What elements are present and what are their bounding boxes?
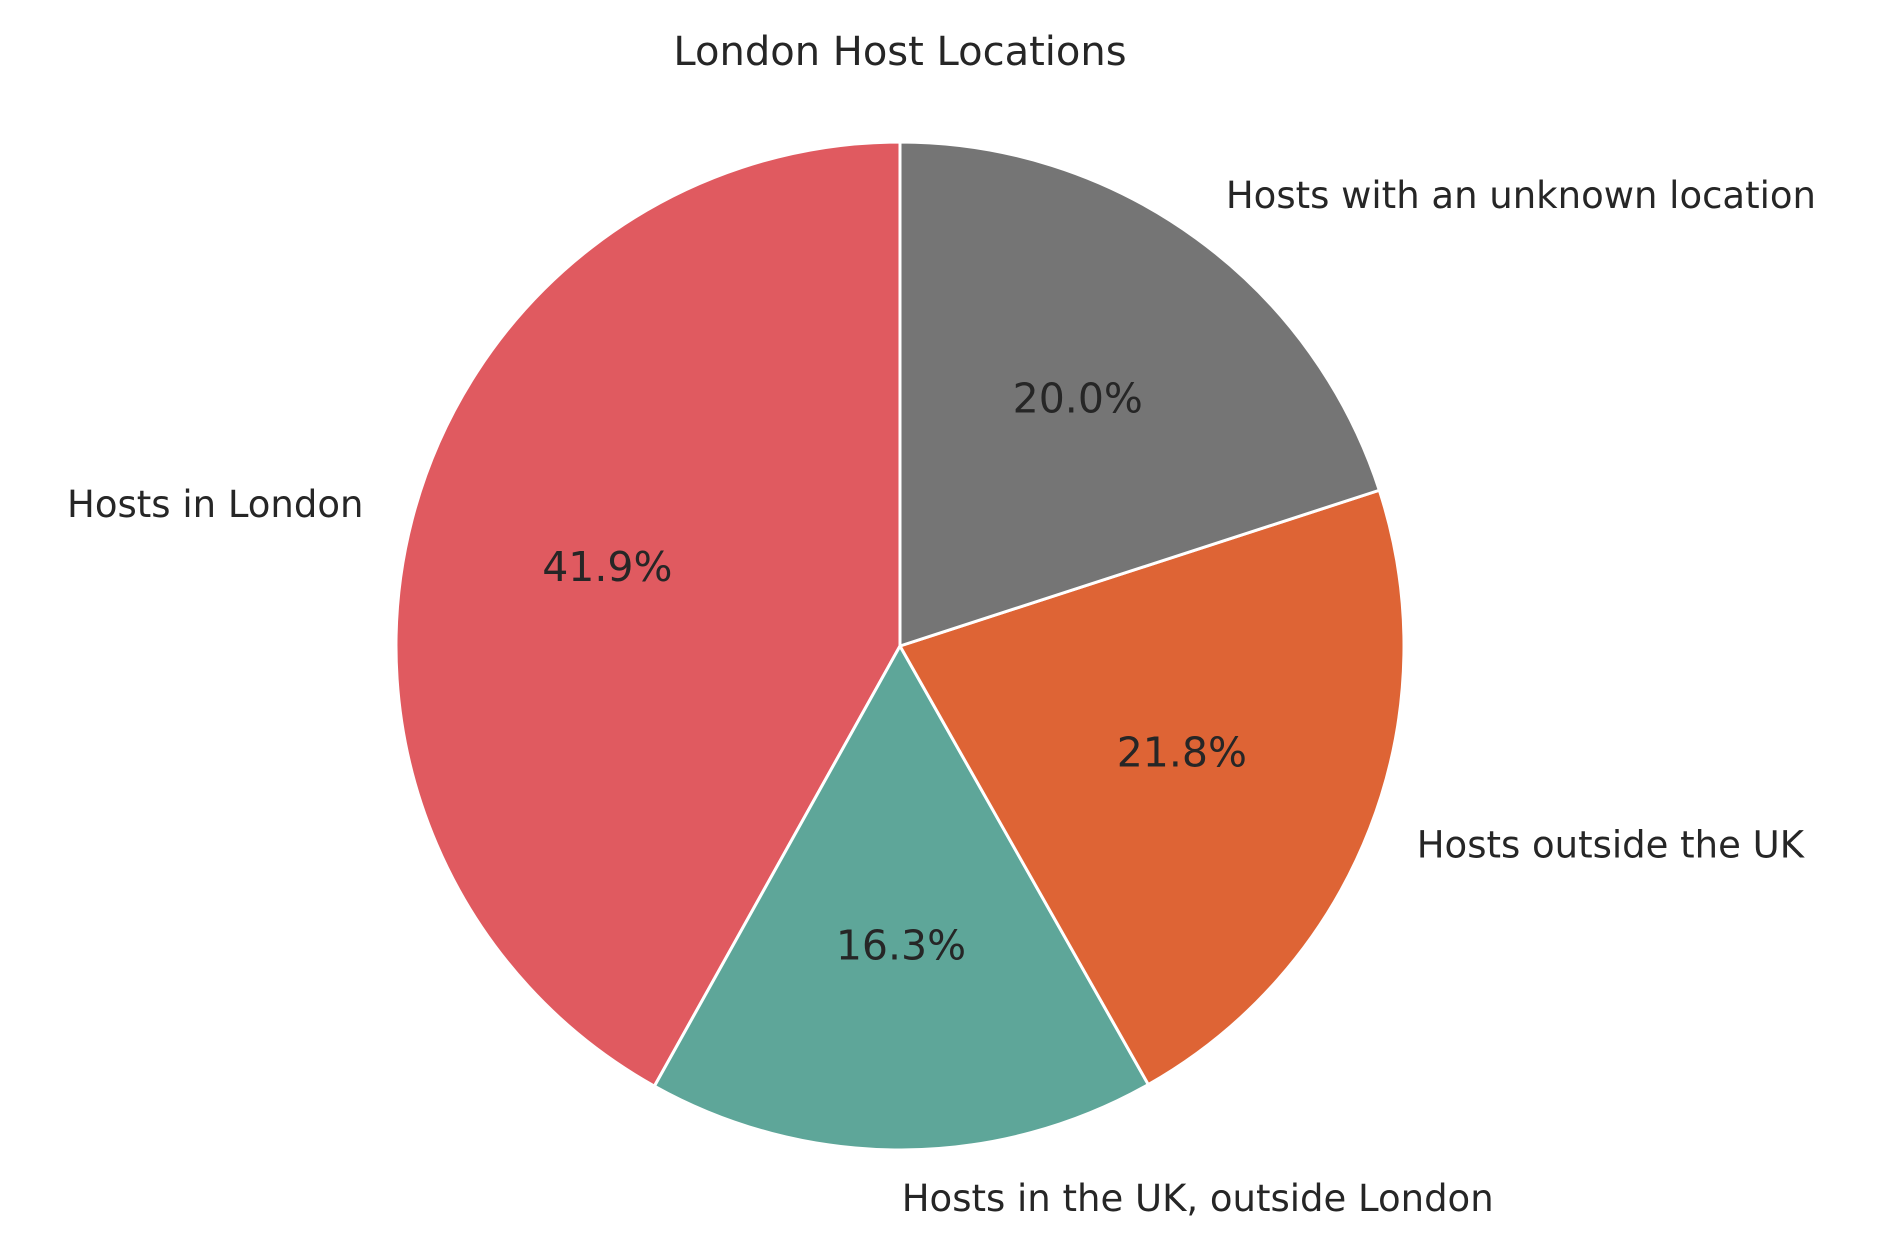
percent-label-1: 16.3%: [836, 921, 966, 969]
slice-label-2: Hosts outside the UK: [1417, 823, 1806, 866]
percent-label-0: 41.9%: [542, 543, 672, 591]
pie-slice-3: [898, 140, 1381, 648]
pie-slice-1: [652, 644, 1150, 1152]
slice-label-0: Hosts in London: [67, 483, 363, 526]
chart-title: London Host Locations: [673, 29, 1126, 75]
percent-labels: 41.9% 16.3% 21.8% 20.0%: [542, 374, 1247, 969]
percent-label-2: 21.8%: [1117, 729, 1247, 777]
slice-label-3: Hosts with an unknown location: [1226, 174, 1816, 217]
pie-slice-0: [394, 140, 902, 1088]
slice-label-1: Hosts in the UK, outside London: [902, 1177, 1494, 1220]
percent-label-3: 20.0%: [1013, 374, 1143, 422]
pie-slice-2: [898, 488, 1406, 1087]
slice-labels: Hosts in London Hosts in the UK, outside …: [67, 174, 1816, 1220]
pie-slices: [394, 140, 1406, 1152]
